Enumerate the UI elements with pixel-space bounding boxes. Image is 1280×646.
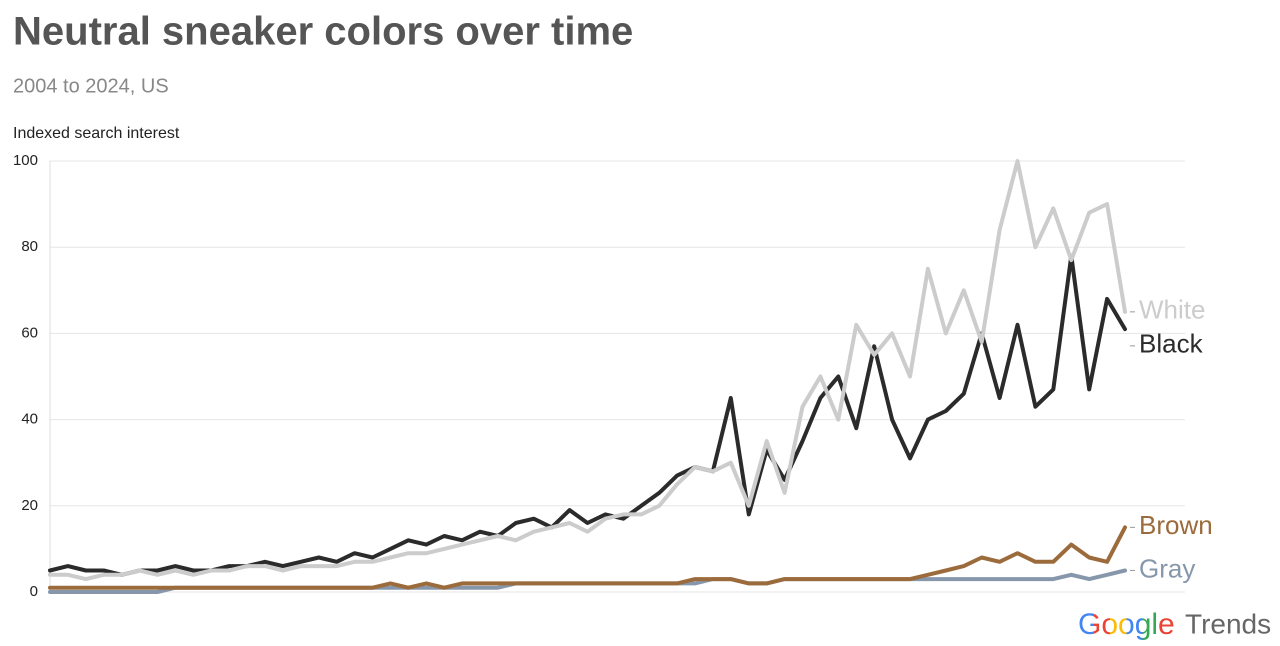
y-tick-label: 80 <box>21 238 38 255</box>
line-series <box>48 159 1127 582</box>
series-label: Brown <box>1139 510 1213 540</box>
line-series <box>48 525 1127 590</box>
y-tick-label: 20 <box>21 497 38 514</box>
series-label: Black <box>1139 329 1204 359</box>
y-tick-label: 100 <box>13 152 38 169</box>
y-tick-label: 0 <box>30 583 38 600</box>
y-axis-label: Indexed search interest <box>13 125 180 142</box>
chart-subtitle: 2004 to 2024, US <box>13 75 169 97</box>
logo: Google <box>1078 608 1175 641</box>
y-tick-label: 60 <box>21 324 38 341</box>
series-label: White <box>1139 295 1205 325</box>
line-series <box>48 253 1127 577</box>
product-name: Trends <box>1185 608 1271 639</box>
chart-title: Neutral sneaker colors over time <box>13 10 633 54</box>
series-label: Gray <box>1139 553 1195 583</box>
y-tick-label: 40 <box>21 411 38 428</box>
